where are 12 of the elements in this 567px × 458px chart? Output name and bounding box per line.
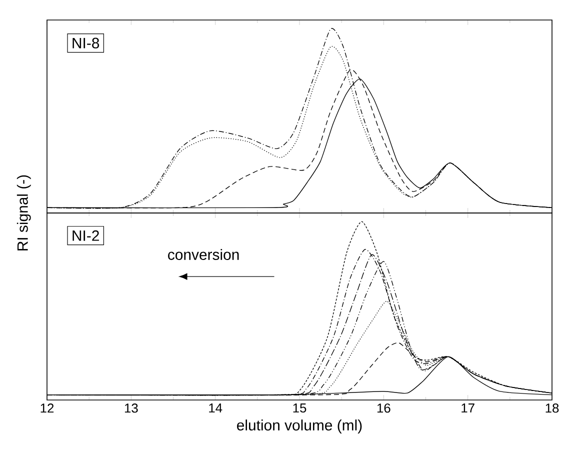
x-tick-label: 16 [377,404,390,413]
x-tick-label: 14 [209,404,222,412]
annotation: NI-2 [72,230,99,241]
x-tick-label: 15 [293,404,306,413]
annotation: conversion [168,248,239,260]
x-tick-label: 12 [40,404,54,413]
y-axis-title: RI signal (-) [16,175,31,250]
x-tick-label: 17 [462,404,474,412]
annotation: NI-8 [72,38,100,48]
x-tick-label: 18 [546,404,559,413]
x-tick-label: 13 [124,404,138,413]
x-axis-title: elution volume (ml) [237,420,362,434]
